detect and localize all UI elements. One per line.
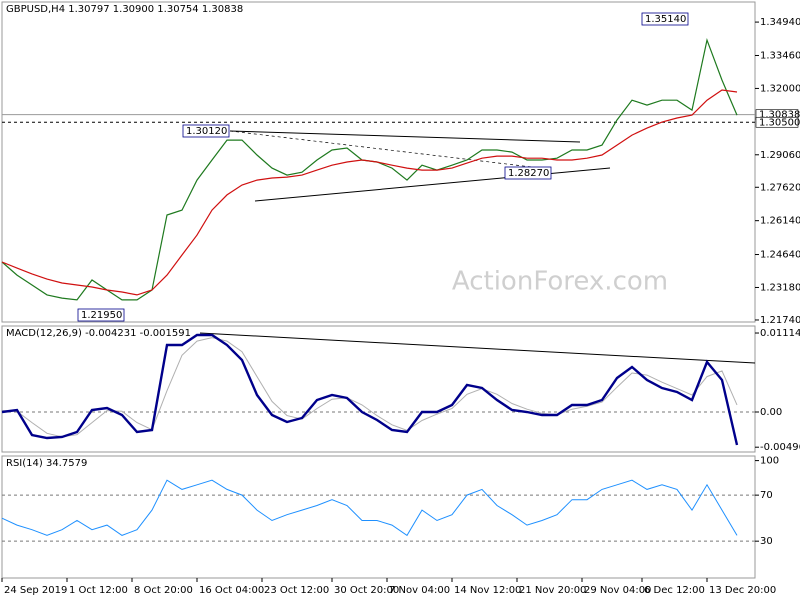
y-tick-label: -0.004963 xyxy=(760,442,800,453)
price-label: 1.30500 xyxy=(759,117,800,128)
series-line xyxy=(1,37,738,301)
price-box xyxy=(755,116,799,128)
y-tick-label: 1.34940 xyxy=(760,17,800,28)
x-tick-label: 30 Oct 20:00 xyxy=(334,585,399,596)
annotation-box xyxy=(77,308,125,322)
y-tick-label: 1.33460 xyxy=(760,50,800,61)
x-tick-label: 14 Nov 12:00 xyxy=(454,585,521,596)
price-label: 1.30838 xyxy=(759,110,800,121)
rsi-pane xyxy=(1,455,756,579)
x-tick-label: 23 Oct 12:00 xyxy=(264,585,329,596)
annotation: 1.21950 xyxy=(81,310,122,321)
annotation: 1.35140 xyxy=(645,14,686,25)
y-tick-label: 1.24640 xyxy=(760,250,800,261)
annotation: 1.30120 xyxy=(186,126,227,137)
series-line xyxy=(1,337,738,438)
rsi-title: RSI(14) 34.7579 xyxy=(6,458,87,469)
trendline xyxy=(229,130,581,143)
main-title: GBPUSD,H4 1.30797 1.30900 1.30754 1.3083… xyxy=(6,4,243,15)
y-tick-label: 0.01114 xyxy=(760,328,800,339)
x-tick-label: 21 Nov 20:00 xyxy=(519,585,586,596)
annotation-box xyxy=(182,124,230,138)
y-tick-label: 1.27620 xyxy=(760,182,800,193)
x-tick-label: 1 Oct 12:00 xyxy=(69,585,128,596)
y-tick-label: 30 xyxy=(760,536,773,547)
y-tick-label: 1.26140 xyxy=(760,216,800,227)
x-tick-label: 7 Nov 04:00 xyxy=(389,585,450,596)
watermark: ActionForex.com xyxy=(452,267,668,297)
annotation-box xyxy=(504,166,552,180)
macd-trendline xyxy=(199,332,756,364)
annotation-box xyxy=(641,12,689,26)
x-tick-label: 8 Oct 20:00 xyxy=(134,585,193,596)
y-tick-label: 70 xyxy=(760,490,773,501)
annotation: 1.28270 xyxy=(508,168,549,179)
trendline xyxy=(229,130,541,169)
y-tick-label: 0.00 xyxy=(760,407,782,418)
x-tick-label: 24 Sep 2019 xyxy=(4,585,67,596)
x-tick-label: 16 Oct 04:00 xyxy=(199,585,264,596)
x-tick-label: 29 Nov 04:00 xyxy=(584,585,651,596)
y-tick-label: 1.23180 xyxy=(760,282,800,293)
series-line xyxy=(1,89,738,296)
macd-title: MACD(12,26,9) -0.004231 -0.001591 xyxy=(6,328,191,339)
x-tick-label: 13 Dec 20:00 xyxy=(709,585,776,596)
main-pane xyxy=(1,1,756,323)
x-tick-label: 6 Dec 12:00 xyxy=(644,585,705,596)
y-tick-label: 1.32000 xyxy=(760,83,800,94)
macd-pane xyxy=(1,325,756,453)
series-line xyxy=(1,479,738,537)
series-line xyxy=(1,333,739,446)
y-tick-label: 1.21740 xyxy=(760,315,800,326)
y-tick-label: 1.29060 xyxy=(760,150,800,161)
y-tick-label: 100 xyxy=(760,456,779,467)
